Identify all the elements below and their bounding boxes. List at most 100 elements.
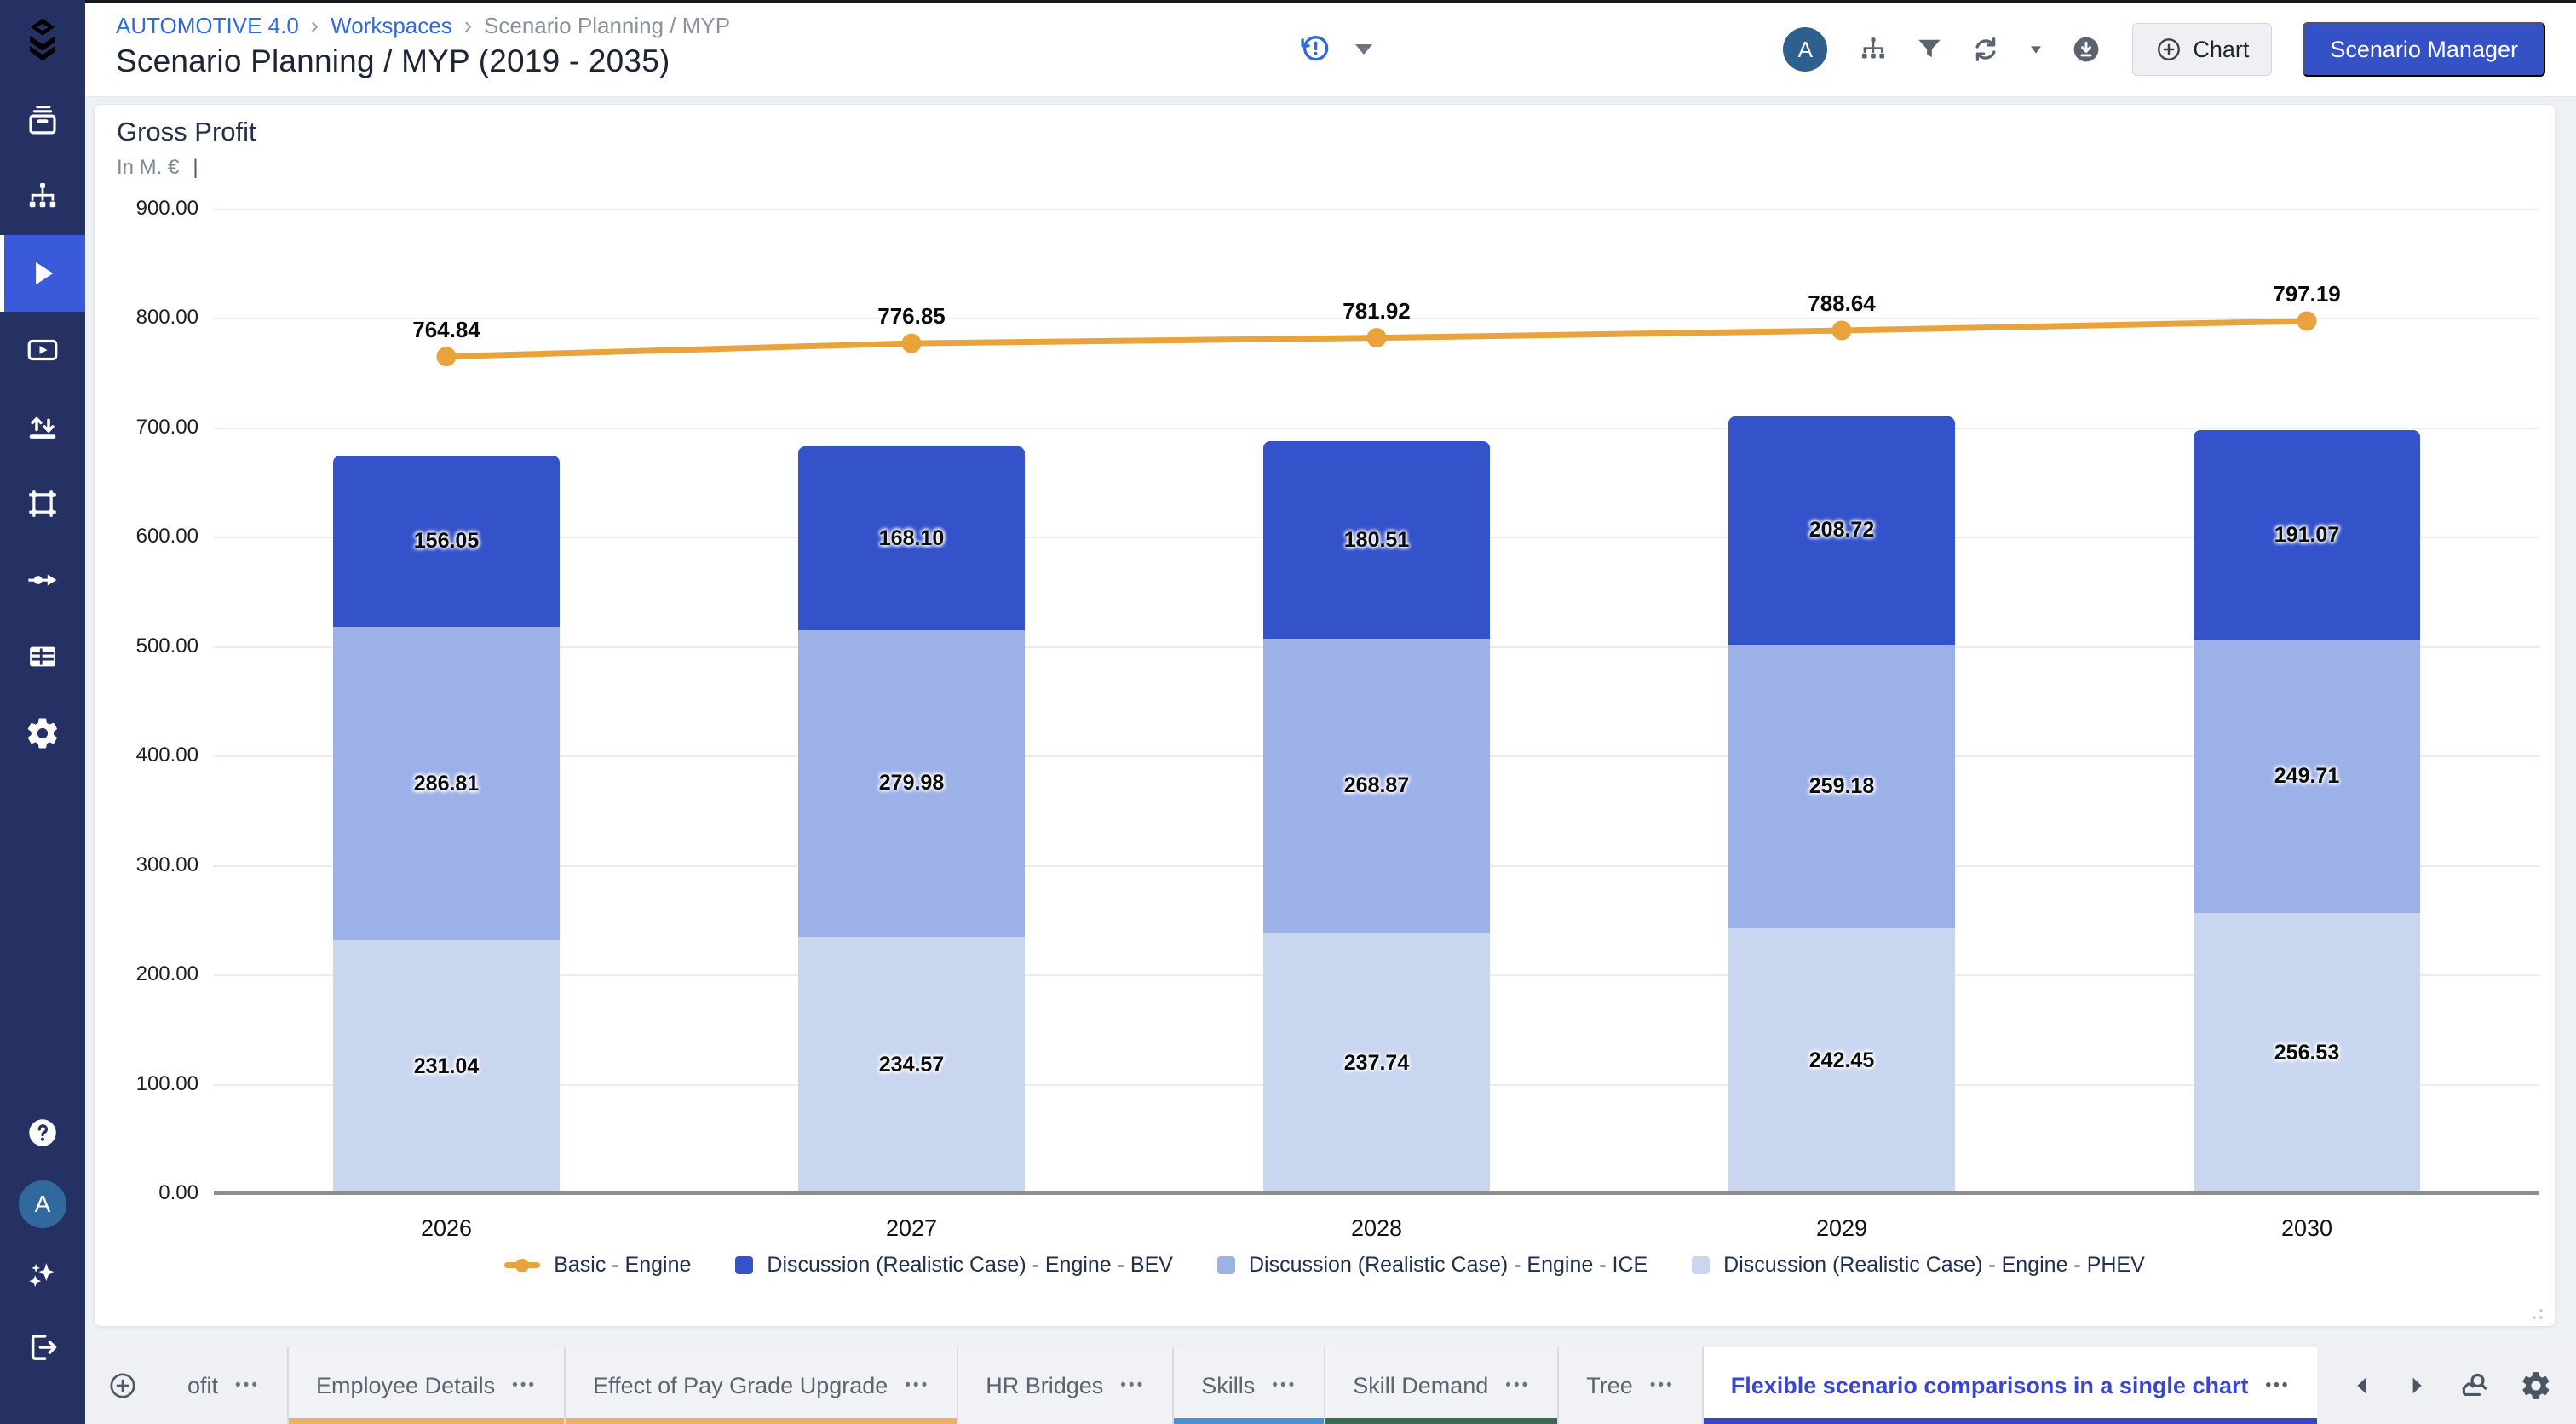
flow-arrow-icon xyxy=(25,562,60,598)
bar-value-label: 259.18 xyxy=(1808,773,1875,798)
tab-tree[interactable]: Tree ••• xyxy=(1557,1347,1702,1424)
breadcrumb-item: Scenario Planning / MYP xyxy=(484,12,731,38)
legend-label: Discussion (Realistic Case) - Engine - P… xyxy=(1723,1253,2145,1277)
tab-menu-dots[interactable]: ••• xyxy=(1272,1376,1297,1394)
tab-skills[interactable]: Skills ••• xyxy=(1172,1347,1325,1424)
play-icon xyxy=(25,256,60,291)
bar-value-label: 231.04 xyxy=(413,1054,480,1079)
tab-menu-dots[interactable]: ••• xyxy=(1649,1376,1675,1394)
header-icon-group xyxy=(1858,34,2102,65)
bar-segment[interactable]: 268.87 xyxy=(1263,639,1490,933)
sidebar-item-import-export[interactable] xyxy=(0,388,85,465)
logout-icon xyxy=(25,1329,60,1365)
bar-segment[interactable]: 234.57 xyxy=(798,936,1025,1193)
history-restore-icon[interactable] xyxy=(1299,32,1331,68)
tab-label: Employee Details xyxy=(316,1372,496,1398)
sidebar-item-logout[interactable] xyxy=(0,1312,85,1383)
bar-segment[interactable]: 191.07 xyxy=(2194,430,2420,640)
line-data-point[interactable] xyxy=(436,347,457,367)
line-data-point[interactable] xyxy=(2297,311,2317,331)
sidebar-item-table[interactable] xyxy=(0,618,85,695)
scroll-tabs-right-icon[interactable] xyxy=(2404,1373,2429,1398)
y-axis-labels: 0.00 100.00 200.00 300.00 400.00 500.00 600.00… xyxy=(95,197,198,1204)
app-logo[interactable] xyxy=(0,0,85,82)
preview-search-icon[interactable] xyxy=(2458,1369,2491,1402)
tab-skill-demand[interactable]: Skill Demand ••• xyxy=(1324,1347,1558,1424)
sidebar-item-avatar[interactable]: A xyxy=(0,1168,85,1240)
page-title: Scenario Planning / MYP (2019 - 2035) xyxy=(116,43,670,78)
bar-segment[interactable]: 249.71 xyxy=(2194,639,2420,913)
bar-value-label: 268.87 xyxy=(1343,773,1410,798)
tab-effect-of-pay-grade-upgrade[interactable]: Effect of Pay Grade Upgrade ••• xyxy=(564,1347,957,1424)
add-chart-button[interactable]: Chart xyxy=(2132,23,2273,76)
tab-menu-dots[interactable]: ••• xyxy=(235,1376,260,1394)
line-data-point[interactable] xyxy=(901,333,922,353)
sparkles-icon xyxy=(25,1258,60,1294)
sidebar-item-play[interactable] xyxy=(0,235,85,312)
tab-hr-bridges[interactable]: HR Bridges ••• xyxy=(957,1347,1173,1424)
tab-label: HR Bridges xyxy=(986,1372,1104,1398)
avatar: A xyxy=(19,1180,66,1228)
sidebar-item-gear[interactable] xyxy=(0,695,85,772)
sidebar-item-help[interactable] xyxy=(0,1097,85,1168)
tab-label: ofit xyxy=(187,1372,219,1398)
bar-segment[interactable]: 168.10 xyxy=(798,446,1025,631)
chevron-down-icon[interactable] xyxy=(1355,44,1372,55)
bar-value-label: 279.98 xyxy=(878,771,945,795)
x-axis-line xyxy=(214,1191,2539,1195)
sidebar-item-org-chart[interactable] xyxy=(0,158,85,235)
bar-segment[interactable]: 208.72 xyxy=(1728,416,1955,645)
tab-flexible-scenario-comparisons-in-a-single-chart[interactable]: Flexible scenario comparisons in a singl… xyxy=(1701,1347,2318,1424)
legend-item[interactable]: Discussion (Realistic Case) - Engine - B… xyxy=(735,1253,1173,1278)
legend-item[interactable]: Basic - Engine xyxy=(504,1253,691,1278)
add-tab-button[interactable] xyxy=(85,1347,160,1424)
y-tick-label: 600.00 xyxy=(135,525,198,548)
x-tick-label: 2030 xyxy=(2280,1215,2333,1241)
bar-segment[interactable]: 156.05 xyxy=(333,456,560,627)
help-icon xyxy=(25,1115,60,1151)
bar-segment[interactable]: 286.81 xyxy=(333,626,560,941)
line-value-label: 797.19 xyxy=(2273,281,2341,307)
sidebar-item-flow-arrow[interactable] xyxy=(0,542,85,618)
bar-segment[interactable]: 242.45 xyxy=(1728,927,1955,1193)
bar-segment[interactable]: 231.04 xyxy=(333,940,560,1193)
sidebar-item-frame[interactable] xyxy=(0,465,85,542)
breadcrumb-item[interactable]: Workspaces xyxy=(331,12,452,38)
legend-line-marker xyxy=(504,1258,541,1272)
tab-menu-dots[interactable]: ••• xyxy=(2265,1376,2291,1394)
org-chart-icon[interactable] xyxy=(1858,34,1889,65)
legend-item[interactable]: Discussion (Realistic Case) - Engine - P… xyxy=(1692,1253,2145,1278)
bar-value-label: 234.57 xyxy=(878,1052,945,1077)
tab-ofit[interactable]: ofit ••• xyxy=(160,1347,287,1424)
bar-segment[interactable]: 180.51 xyxy=(1263,441,1490,640)
legend-label: Discussion (Realistic Case) - Engine - I… xyxy=(1248,1253,1648,1277)
tab-menu-dots[interactable]: ••• xyxy=(1505,1376,1531,1394)
scroll-tabs-left-icon[interactable] xyxy=(2349,1373,2375,1398)
avatar[interactable]: A xyxy=(1783,27,1828,72)
gear-icon[interactable] xyxy=(2520,1369,2552,1402)
bar-segment[interactable]: 237.74 xyxy=(1263,933,1490,1193)
scenario-manager-button[interactable]: Scenario Manager xyxy=(2303,22,2545,77)
bar-segment[interactable]: 256.53 xyxy=(2194,912,2420,1193)
bar-segment[interactable]: 259.18 xyxy=(1728,644,1955,928)
line-data-point[interactable] xyxy=(1366,328,1387,348)
download-icon[interactable] xyxy=(2071,34,2102,65)
line-data-point[interactable] xyxy=(1831,320,1852,341)
resize-grip[interactable] xyxy=(2527,1307,2543,1319)
tab-label: Tree xyxy=(1586,1372,1633,1398)
bar-segment[interactable]: 279.98 xyxy=(798,630,1025,937)
header-left: AUTOMOTIVE 4.0 › Workspaces › Scenario Plann… xyxy=(116,11,730,79)
tab-menu-dots[interactable]: ••• xyxy=(512,1376,538,1394)
header-actions: A Chart Scenario Manager xyxy=(1783,3,2545,96)
sidebar-item-sparkles[interactable] xyxy=(0,1240,85,1312)
refresh-icon[interactable] xyxy=(1970,34,2001,65)
tab-employee-details[interactable]: Employee Details ••• xyxy=(287,1347,565,1424)
tab-menu-dots[interactable]: ••• xyxy=(905,1376,930,1394)
filter-icon[interactable] xyxy=(1914,34,1945,65)
caret-down-icon[interactable] xyxy=(2027,40,2045,59)
tab-menu-dots[interactable]: ••• xyxy=(1120,1376,1146,1394)
breadcrumb-item[interactable]: AUTOMOTIVE 4.0 xyxy=(116,12,299,38)
sidebar-item-video[interactable] xyxy=(0,312,85,388)
sidebar-item-archive[interactable] xyxy=(0,82,85,158)
legend-item[interactable]: Discussion (Realistic Case) - Engine - I… xyxy=(1216,1253,1648,1278)
